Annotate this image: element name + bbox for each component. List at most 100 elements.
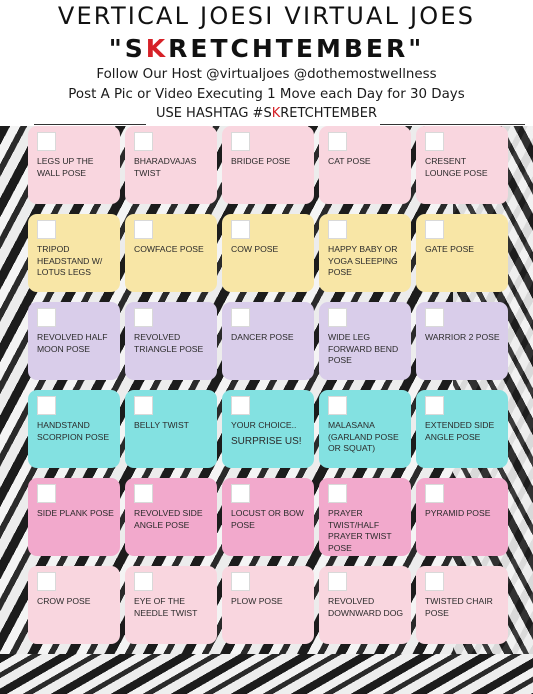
challenge-name: "SKRETCHTEMBER" (0, 34, 533, 63)
pose-cell: WIDE LEG FORWARD BEND POSE (319, 302, 411, 380)
day-checkbox[interactable] (328, 396, 347, 415)
pose-cell: PYRAMID POSE (416, 478, 508, 556)
pose-label: EYE OF THE NEEDLE TWIST (134, 596, 198, 618)
pose-label: PYRAMID POSE (425, 508, 491, 518)
divider-left (34, 124, 146, 125)
pose-label: BRIDGE POSE (231, 156, 291, 166)
day-checkbox[interactable] (37, 308, 56, 327)
surprise-label: SURPRISE US! (231, 435, 302, 447)
pose-label: REVOLVED SIDE ANGLE POSE (134, 508, 203, 530)
pose-cell: MALASANA (GARLAND POSE OR SQUAT) (319, 390, 411, 468)
pose-label: GATE POSE (425, 244, 475, 254)
day-checkbox[interactable] (328, 220, 347, 239)
pose-label: PLOW POSE (231, 596, 283, 606)
pose-cell: PLOW POSE (222, 566, 314, 644)
day-checkbox[interactable] (328, 132, 347, 151)
challenge-name-start: "S (108, 34, 146, 63)
zebra-pattern-bottom (0, 654, 533, 694)
pose-cell: CAT POSE (319, 126, 411, 204)
day-checkbox[interactable] (425, 308, 444, 327)
divider-right (380, 124, 525, 125)
pose-cell: CRESENT LOUNGE POSE (416, 126, 508, 204)
day-checkbox[interactable] (37, 572, 56, 591)
pose-cell: GATE POSE (416, 214, 508, 292)
pose-cell: BHARADVAJAS TWIST (125, 126, 217, 204)
zebra-board: LEGS UP THE WALL POSE BHARADVAJAS TWIST BR… (0, 126, 533, 694)
pose-cell: BRIDGE POSE (222, 126, 314, 204)
pose-label: BHARADVAJAS TWIST (134, 156, 197, 178)
hashtag-red-letter: K (271, 106, 281, 121)
day-checkbox[interactable] (134, 484, 153, 503)
page-title: VERTICAL JOESI VIRTUAL JOES (57, 2, 476, 30)
day-checkbox[interactable] (231, 308, 250, 327)
day-checkbox[interactable] (425, 132, 444, 151)
day-checkbox[interactable] (134, 132, 153, 151)
pose-label: REVOLVED DOWNWARD DOG (328, 596, 404, 618)
pose-label: EXTENDED SIDE ANGLE POSE (425, 420, 495, 442)
hashtag-prefix: USE HASHTAG #S (155, 106, 272, 121)
day-checkbox[interactable] (231, 396, 250, 415)
day-checkbox[interactable] (328, 308, 347, 327)
pose-label: BELLY TWIST (134, 420, 189, 430)
day-checkbox[interactable] (134, 396, 153, 415)
day-checkbox[interactable] (231, 132, 250, 151)
pose-cell: WARRIOR 2 POSE (416, 302, 508, 380)
pose-calendar-grid: LEGS UP THE WALL POSE BHARADVAJAS TWIST BR… (28, 126, 513, 694)
day-checkbox[interactable] (425, 396, 444, 415)
pose-label: COWFACE POSE (134, 244, 204, 254)
day-checkbox[interactable] (134, 572, 153, 591)
day-checkbox[interactable] (425, 572, 444, 591)
pose-cell: HAPPY BABY or YOGA SLEEPING POSE (319, 214, 411, 292)
day-checkbox[interactable] (328, 484, 347, 503)
pose-label: COW POSE (231, 244, 279, 254)
pose-label: HANDSTAND SCORPION POSE (37, 420, 110, 442)
challenge-name-red-letter: K (145, 34, 169, 63)
pose-label: CRESENT LOUNGE POSE (425, 156, 488, 178)
challenge-name-end: RETCHTEMBER" (168, 34, 425, 63)
pose-cell: TRIPOD HEADSTAND W/ LOTUS LEGS (28, 214, 120, 292)
day-checkbox[interactable] (37, 220, 56, 239)
pose-label: REVOLVED HALF MOON POSE (37, 332, 108, 354)
pose-cell: SIDE PLANK POSE (28, 478, 120, 556)
day-checkbox[interactable] (134, 308, 153, 327)
day-checkbox[interactable] (231, 572, 250, 591)
pose-label: PRAYER TWIST/HALF PRAYER TWIST POSE (328, 508, 392, 553)
pose-label: MALASANA (GARLAND POSE OR SQUAT) (328, 420, 399, 454)
pose-cell: REVOLVED SIDE ANGLE POSE (125, 478, 217, 556)
day-checkbox[interactable] (37, 396, 56, 415)
pose-cell: LEGS UP THE WALL POSE (28, 126, 120, 204)
pose-label: LOCUST or BOW POSE (231, 508, 304, 530)
pose-cell: COWFACE POSE (125, 214, 217, 292)
pose-cell: COW POSE (222, 214, 314, 292)
pose-label: DANCER POSE (231, 332, 294, 342)
pose-cell: REVOLVED TRIANGLE POSE (125, 302, 217, 380)
pose-cell: TWISTED CHAIR POSE (416, 566, 508, 644)
pose-label: SIDE PLANK POSE (37, 508, 114, 518)
pose-label: CROW POSE (37, 596, 91, 606)
day-checkbox[interactable] (328, 572, 347, 591)
pose-label: LEGS UP THE WALL POSE (37, 156, 94, 178)
pose-label: TWISTED CHAIR POSE (425, 596, 493, 618)
pose-cell: LOCUST or BOW POSE (222, 478, 314, 556)
day-checkbox[interactable] (37, 484, 56, 503)
pose-label: WARRIOR 2 POSE (425, 332, 500, 342)
post-instructions: Post A Pic or Video Executing 1 Move eac… (68, 87, 465, 102)
pose-label: YOUR CHOICE.. (231, 420, 297, 430)
day-checkbox[interactable] (231, 220, 250, 239)
pose-cell: EXTENDED SIDE ANGLE POSE (416, 390, 508, 468)
pose-label: HAPPY BABY or YOGA SLEEPING POSE (328, 244, 398, 278)
hashtag-suffix: RETCHTEMBER (280, 106, 378, 121)
day-checkbox[interactable] (425, 220, 444, 239)
page-header: VERTICAL JOESI VIRTUAL JOES "SKRETCHTEMB… (0, 0, 533, 126)
day-checkbox[interactable] (231, 484, 250, 503)
pose-cell: REVOLVED HALF MOON POSE (28, 302, 120, 380)
day-checkbox[interactable] (134, 220, 153, 239)
day-checkbox[interactable] (425, 484, 444, 503)
pose-cell: REVOLVED DOWNWARD DOG (319, 566, 411, 644)
pose-label: TRIPOD HEADSTAND W/ LOTUS LEGS (37, 244, 103, 278)
pose-cell: HANDSTAND SCORPION POSE (28, 390, 120, 468)
pose-cell: PRAYER TWIST/HALF PRAYER TWIST POSE (319, 478, 411, 556)
day-checkbox[interactable] (37, 132, 56, 151)
pose-label: WIDE LEG FORWARD BEND POSE (328, 332, 399, 366)
hashtag-instructions: USE HASHTAG #SKRETCHTEMBER (0, 106, 533, 121)
